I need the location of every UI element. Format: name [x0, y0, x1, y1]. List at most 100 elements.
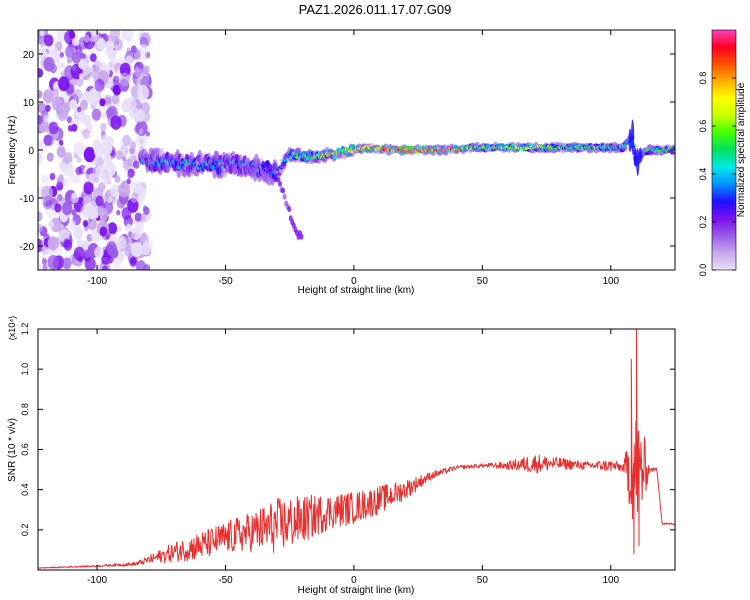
noise-blob — [47, 45, 59, 60]
snr-x-tick-label: 0 — [351, 575, 357, 586]
noise-blob — [94, 176, 100, 184]
noise-blob — [138, 62, 144, 69]
noise-blob — [130, 241, 143, 258]
noise-blob — [75, 166, 83, 176]
spike-blob — [633, 147, 637, 167]
noise-blob — [66, 56, 73, 64]
noise-blob — [118, 182, 131, 198]
noise-blob — [141, 53, 148, 62]
snr-y-tick-label: 0.8 — [20, 403, 30, 416]
noise-blob — [96, 37, 106, 50]
chart-title: PAZ1.2026.011.17.07.G09 — [299, 2, 452, 17]
noise-blob — [113, 38, 123, 51]
noise-blob — [38, 153, 43, 165]
noise-blob — [68, 173, 77, 184]
noise-blob — [125, 158, 132, 167]
snr-x-tick-label: 100 — [602, 575, 619, 586]
noise-blob — [62, 257, 72, 270]
noise-blob — [65, 45, 75, 58]
noise-blob — [83, 114, 92, 126]
noise-blob — [47, 236, 59, 251]
noise-blob — [91, 108, 102, 121]
snr-y-axis: 0.2 0.4 0.6 0.8 1.0 1.2 — [20, 323, 675, 536]
spectrogram-heatmap — [38, 30, 675, 270]
noise-blob — [99, 98, 106, 107]
noise-blob — [142, 205, 148, 212]
spur-blob — [299, 233, 304, 240]
noise-blob — [105, 107, 116, 120]
noise-blob — [134, 183, 143, 195]
noise-blob — [43, 114, 50, 123]
spectrogram-x-tick-label: -100 — [87, 276, 107, 287]
noise-blob — [45, 104, 51, 112]
noise-blob — [102, 265, 109, 270]
spectrogram-y-label: Frequency (Hz) — [7, 116, 18, 185]
noise-blob — [107, 60, 116, 71]
spectrogram-y-tick-label: -20 — [20, 242, 35, 253]
noise-blob — [119, 72, 131, 87]
noise-blob — [82, 207, 90, 217]
noise-blob — [112, 75, 120, 85]
noise-blob — [56, 30, 66, 43]
spectrogram-y-tick-label: 10 — [23, 98, 35, 109]
noise-blob — [83, 173, 91, 183]
noise-blob — [88, 87, 100, 103]
noise-blob — [116, 209, 121, 216]
noise-blob — [48, 155, 53, 161]
noise-blob — [115, 150, 123, 160]
noise-blob — [121, 31, 128, 40]
spur-blob — [282, 193, 287, 200]
colorbar-ticks: 0.0 0.2 0.4 0.6 0.8 — [698, 72, 736, 276]
noise-blob — [71, 51, 82, 64]
spectrogram-y-axis: -20 -10 0 10 20 — [20, 50, 675, 253]
noise-blob — [80, 99, 88, 111]
spur-blob — [281, 187, 286, 194]
noise-blob — [114, 175, 121, 184]
noise-blob — [47, 220, 55, 229]
spectrogram-x-tick-label: -50 — [218, 276, 233, 287]
spur-blob — [277, 180, 282, 187]
noise-blob — [58, 173, 64, 182]
colorbar-tick-label: 0.4 — [698, 168, 708, 181]
snr-x-tick-label: -50 — [218, 575, 233, 586]
spike-blob — [631, 119, 635, 152]
snr-multiplier: (x10⁴) — [7, 316, 17, 340]
colorbar-tick-label: 0.8 — [698, 72, 708, 85]
ridge-mid — [515, 148, 520, 152]
noise-blob — [130, 232, 136, 240]
noise-blob — [135, 132, 148, 149]
noise-blob — [138, 128, 144, 135]
noise-blob — [100, 122, 107, 132]
snr-y-tick-label: 0.4 — [20, 483, 30, 496]
noise-blob — [76, 156, 82, 163]
noise-blob — [82, 129, 90, 139]
noise-blob — [73, 226, 84, 240]
noise-blob — [38, 211, 43, 222]
noise-blob — [116, 225, 122, 232]
noise-blob — [68, 219, 77, 231]
snr-series — [38, 329, 675, 569]
colorbar-label: Normalized spectral amplitude — [736, 82, 747, 217]
noise-blob — [71, 36, 80, 47]
noise-blob — [117, 237, 127, 249]
noise-blob — [56, 60, 63, 70]
snr-y-tick-label: 1.2 — [20, 323, 30, 336]
spike-blob — [638, 147, 642, 163]
noise-blob — [106, 241, 117, 256]
spectrogram-x-tick-label: 0 — [351, 276, 357, 287]
noise-blob — [63, 152, 73, 164]
noise-blob — [99, 226, 108, 237]
noise-blob — [59, 51, 65, 58]
noise-blob — [126, 36, 133, 44]
noise-blob — [126, 178, 131, 185]
noise-blob — [137, 85, 150, 101]
noise-blob — [110, 115, 122, 130]
noise-blob — [130, 141, 137, 149]
noise-blob — [69, 99, 78, 110]
ridge-halo — [622, 145, 628, 152]
spectrogram-x-label: Height of straight line (km) — [298, 285, 415, 296]
noise-blob — [94, 246, 104, 259]
noise-blob — [71, 64, 77, 71]
noise-blob — [38, 115, 44, 125]
noise-blob — [100, 170, 112, 185]
